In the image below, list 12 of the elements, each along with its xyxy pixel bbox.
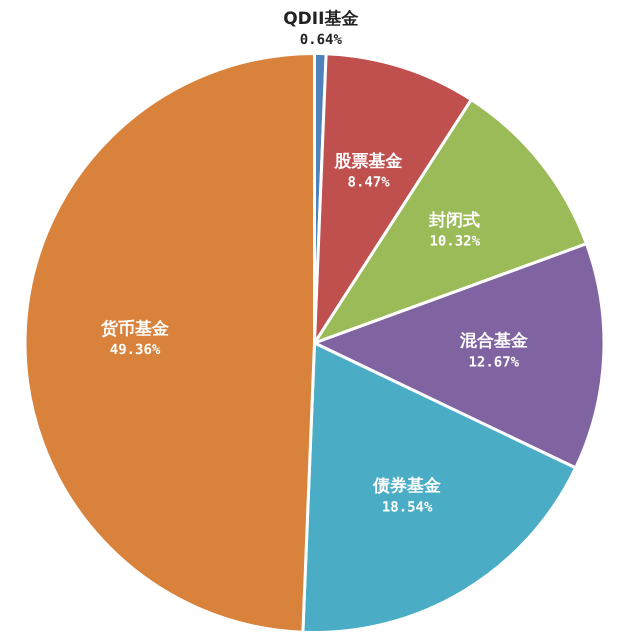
data-label: 12.67% [468, 354, 520, 370]
data-label: 8.47% [348, 174, 390, 191]
slice-label: 封闭式 [428, 210, 480, 230]
data-label: 49.36% [110, 342, 161, 358]
slice-label: 货币基金 [100, 318, 170, 339]
slice-label: QDII基金 [283, 8, 358, 29]
slice-label: 股票基金 [334, 151, 403, 172]
data-label: 0.64% [300, 32, 342, 48]
slice-label: 混合基金 [458, 331, 528, 352]
data-label: 18.54% [382, 499, 433, 516]
data-label: 10.32% [429, 234, 481, 250]
slice-label: 债券基金 [372, 476, 442, 496]
